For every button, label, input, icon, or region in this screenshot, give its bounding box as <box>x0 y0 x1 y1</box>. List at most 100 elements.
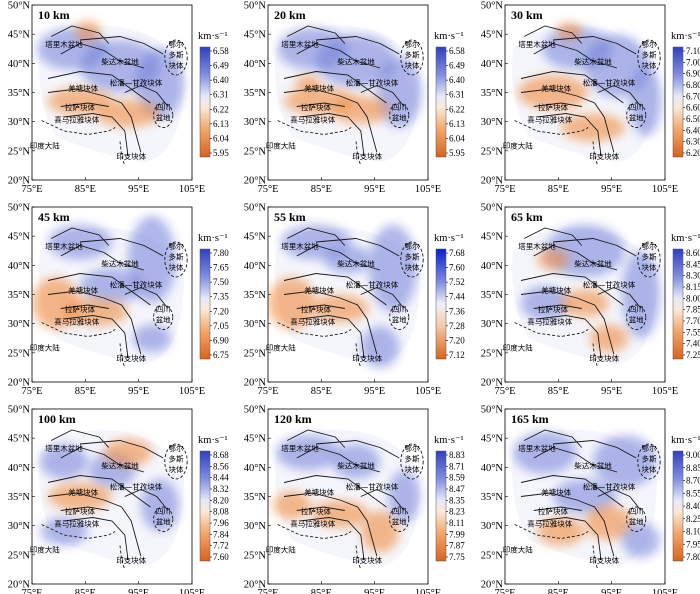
anomaly-blob <box>537 249 569 270</box>
region-label-himalaya: 喜马拉雅块体 <box>527 114 572 124</box>
depth-label: 100 km <box>38 412 76 426</box>
colorbar-tick-label: 8.40 <box>686 501 700 511</box>
lat-tick-label: 20°N <box>481 378 504 389</box>
colorbar-tick-label: 6.75 <box>213 350 229 360</box>
anomaly-blob <box>553 479 617 514</box>
colorbar-tick-label: 7.52 <box>449 277 465 287</box>
region-label-sichuan_a: 四川 <box>392 507 407 516</box>
lat-tick-label: 30°N <box>8 319 31 330</box>
velocity-field <box>505 5 665 180</box>
lon-tick-label: 85°E <box>75 386 96 397</box>
lon-tick-label: 95°E <box>364 588 385 594</box>
colorbar-tick-label: 7.20 <box>449 335 465 345</box>
colorbar-tick-label: 7.85 <box>686 305 700 315</box>
colorbar-tick-label: 6.90 <box>213 335 229 345</box>
colorbar-tick-label: 8.35 <box>449 495 465 505</box>
region-label-sichuan_b: 盆地 <box>156 113 171 123</box>
colorbar-tick-label: 8.10 <box>686 527 700 537</box>
lon-tick-label: 105°E <box>415 184 441 195</box>
region-label-qiangtang: 羌塘块体 <box>68 285 98 295</box>
lon-tick-label: 75°E <box>257 184 278 195</box>
colorbar-tick-label: 7.44 <box>449 292 465 302</box>
lon-tick-label: 85°E <box>311 386 332 397</box>
lat-tick-label: 25°N <box>481 550 504 561</box>
anomaly-blob <box>132 324 172 353</box>
lat-tick-label: 20°N <box>244 176 267 187</box>
region-label-sichuan_b: 盆地 <box>629 315 644 325</box>
colorbar-tick-label: 6.60 <box>686 103 700 113</box>
colorbar-tick-label: 8.71 <box>449 461 465 471</box>
colorbar-tick-label: 8.55 <box>686 488 700 498</box>
colorbar-tick-label: 6.20 <box>686 148 700 158</box>
lat-tick-label: 50°N <box>8 1 31 12</box>
fault-lines <box>41 429 188 571</box>
anomaly-blob <box>40 517 88 546</box>
region-label-songpan: 松潘—甘孜块体 <box>583 482 636 492</box>
lon-tick-label: 105°E <box>652 184 678 195</box>
velocity-field <box>32 409 192 584</box>
anomaly-blob <box>629 66 662 137</box>
colorbar-tick-label: 9.00 <box>686 450 700 460</box>
colorbar-unit: km·s⁻¹ <box>671 233 700 244</box>
lat-tick-label: 25°N <box>244 146 267 157</box>
lon-tick-label: 105°E <box>652 588 678 594</box>
region-label-tarim: 塔里木盆地 <box>281 39 319 49</box>
region-label-ordos_c: 块体 <box>405 262 420 272</box>
colorbar-tick-label: 6.70 <box>686 91 700 101</box>
lon-tick-label: 85°E <box>75 184 96 195</box>
anomaly-blob <box>621 250 661 339</box>
region-label-indochina: 印支块体 <box>589 353 619 363</box>
anomaly-blob <box>75 20 101 42</box>
lat-tick-label: 45°N <box>244 232 267 243</box>
lat-tick-label: 35°N <box>481 290 504 301</box>
lat-tick-label: 50°N <box>244 1 267 12</box>
region-label-india: 印度大陆 <box>30 141 60 151</box>
depth-label: 120 km <box>274 412 312 426</box>
lat-tick-label: 30°N <box>244 117 267 128</box>
colorbar-tick-label: 7.25 <box>686 350 700 360</box>
anomaly-blob <box>96 99 160 128</box>
region-label-qiangtang: 羌塘块体 <box>304 487 334 497</box>
colorbar-tick-label: 7.35 <box>213 292 229 302</box>
colorbar-tick-label: 5.95 <box>449 148 465 158</box>
region-label-india: 印度大陆 <box>503 141 533 151</box>
velocity-field <box>268 409 428 584</box>
anomaly-blob <box>276 435 340 471</box>
region-label-himalaya: 喜马拉雅块体 <box>54 114 99 124</box>
anomaly-blob <box>513 431 577 474</box>
region-label-ordos_c: 块体 <box>642 464 657 474</box>
lat-tick-label: 25°N <box>244 550 267 561</box>
region-label-indochina: 印支块体 <box>352 151 382 161</box>
anomaly-blob <box>332 96 390 124</box>
lat-tick-label: 45°N <box>481 30 504 41</box>
region-label-qaidam: 柴达木盆地 <box>337 259 375 269</box>
region-label-lhasa: 拉萨块体 <box>65 102 95 112</box>
region-label-sichuan_b: 盆地 <box>392 517 407 527</box>
region-label-himalaya: 喜马拉雅块体 <box>290 518 335 528</box>
lat-tick-label: 20°N <box>244 378 267 389</box>
region-label-tarim: 塔里木盆地 <box>45 241 83 251</box>
lon-tick-label: 85°E <box>548 386 569 397</box>
colorbar-tick-label: 8.56 <box>213 461 229 471</box>
region-label-tarim: 塔里木盆地 <box>518 39 556 49</box>
region-label-tarim: 塔里木盆地 <box>45 443 83 453</box>
region-label-india: 印度大陆 <box>503 545 533 555</box>
lon-tick-label: 105°E <box>415 588 441 594</box>
lon-tick-label: 75°E <box>494 184 515 195</box>
region-label-indochina: 印支块体 <box>352 353 382 363</box>
lat-tick-label: 30°N <box>244 521 267 532</box>
colorbar-tick-label: 7.84 <box>213 529 229 539</box>
lat-tick-label: 50°N <box>8 405 31 416</box>
region-label-sichuan_a: 四川 <box>629 305 644 314</box>
colorbar-tick-label: 8.23 <box>449 507 465 517</box>
colorbar-unit: km·s⁻¹ <box>671 31 700 42</box>
lat-tick-label: 20°N <box>8 580 31 591</box>
velocity-field <box>505 409 665 584</box>
colorbar-tick-label: 7.99 <box>449 529 465 539</box>
colorbar-tick-label: 6.40 <box>213 75 229 85</box>
colorbar-tick-label: 7.72 <box>213 541 229 551</box>
